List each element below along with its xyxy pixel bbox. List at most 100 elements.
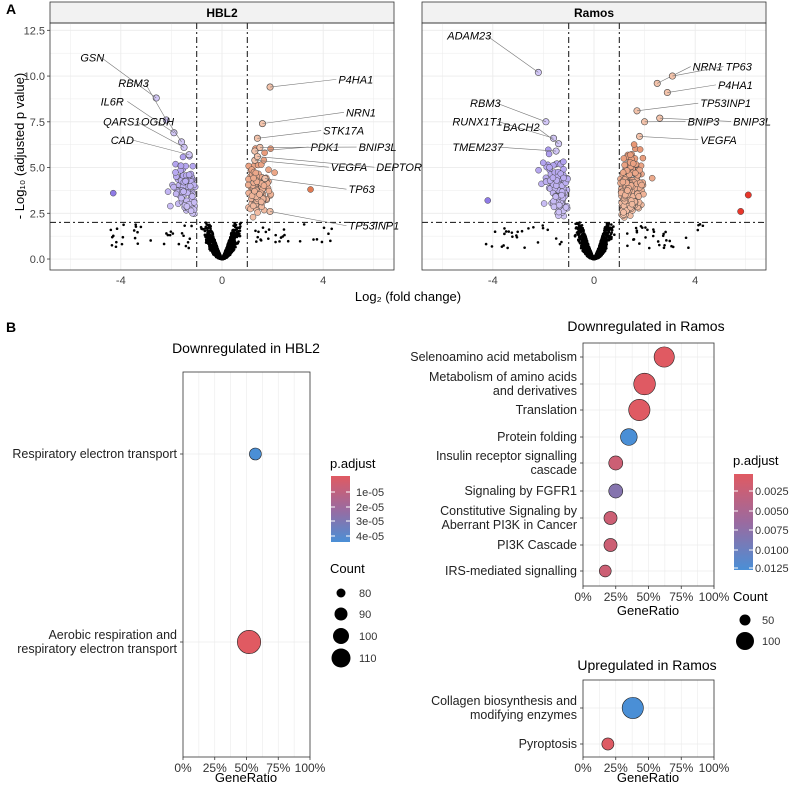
gene-label: CAD: [111, 135, 134, 147]
nonsig-point: [577, 240, 581, 243]
nonsig-point: [664, 230, 667, 234]
x-tick-label: 100%: [699, 590, 730, 604]
nonsig-point: [500, 245, 504, 248]
nonsig-point: [605, 246, 608, 250]
upregulated-point: [250, 174, 257, 182]
x-tick-label: 100%: [295, 761, 326, 775]
volcano-frame-ramos: [421, 22, 767, 271]
hbl2-legend-gradient: [331, 476, 350, 542]
nonsig-point: [330, 227, 334, 231]
nonsig-point: [232, 232, 236, 236]
nonsig-point: [638, 242, 641, 245]
enrichment-dot: [603, 538, 618, 552]
nonsig-point: [599, 244, 602, 248]
gene-label-connector: [486, 35, 539, 73]
nonsig-point: [234, 225, 237, 229]
nonsig-point: [149, 239, 152, 242]
upregulated-point: [744, 191, 752, 199]
legend-tick-label: 0.0025: [755, 486, 789, 498]
category-label: Signaling by FGFR1: [464, 484, 577, 498]
nonsig-point: [610, 228, 614, 232]
x-tick-label: 0%: [574, 590, 592, 604]
nonsig-point: [238, 232, 241, 235]
nonsig-point: [162, 242, 166, 246]
downregulated-point: [182, 178, 189, 185]
ramos-down-title: Downregulated in Ramos: [567, 318, 724, 334]
category-label: and derivatives: [493, 384, 577, 398]
nonsig-point: [490, 245, 494, 248]
nonsig-point: [586, 249, 590, 252]
nonsig-point: [605, 233, 609, 237]
nonsig-point: [216, 250, 219, 253]
labeled-gene-point: [534, 68, 542, 76]
gene-label: P4HA1: [718, 80, 753, 92]
nonsig-point: [274, 240, 277, 244]
nonsig-point: [215, 244, 218, 248]
nonsig-point: [237, 229, 240, 233]
nonsig-point: [226, 246, 229, 249]
nonsig-point: [168, 233, 172, 237]
x-tick-label: 0: [219, 275, 225, 287]
nonsig-point: [234, 243, 237, 246]
gene-label-connector: [254, 159, 329, 168]
upregulated-point: [261, 149, 268, 157]
nonsig-point: [204, 225, 208, 229]
y-tick-label: 2.5: [30, 208, 45, 220]
nonsig-point: [577, 233, 580, 236]
nonsig-point: [132, 229, 136, 232]
nonsig-point: [507, 230, 511, 233]
nonsig-point: [697, 223, 700, 227]
nonsig-point: [232, 236, 236, 239]
nonsig-point: [580, 239, 584, 243]
enrichment-dot: [653, 346, 675, 368]
nonsig-point: [523, 246, 526, 249]
enrichment-dot: [621, 697, 644, 719]
gene-label-connector: [262, 112, 344, 124]
nonsig-point: [503, 227, 506, 230]
nonsig-point: [221, 256, 225, 259]
enrichment-dot: [249, 447, 262, 461]
nonsig-point: [230, 239, 233, 242]
labeled-gene-point: [668, 72, 676, 80]
nonsig-point: [186, 240, 190, 244]
gene-label: VEGFA: [700, 135, 736, 147]
downregulated-point: [484, 197, 492, 204]
enrichment-dot: [608, 483, 624, 499]
nonsig-point: [183, 224, 186, 227]
gene-label: TMEM237: [452, 142, 504, 154]
category-label: PI3K Cascade: [497, 538, 577, 552]
nonsig-point: [320, 240, 324, 244]
ramos-down-marks: 0% 25% 50% 75% 100% Selenoamino acid metaboli…: [410, 343, 730, 604]
enrichment-dot: [633, 372, 656, 396]
nonsig-point: [264, 230, 268, 234]
gene-label: TP63: [348, 184, 375, 196]
nonsig-point: [558, 242, 562, 246]
gene-label-connector: [497, 121, 554, 139]
x-tick-label: 50%: [636, 590, 660, 604]
downregulated-point: [539, 159, 547, 166]
nonsig-point: [238, 234, 242, 238]
nonsig-point: [515, 234, 518, 237]
gene-label-connector: [636, 102, 699, 112]
nonsig-point: [684, 236, 688, 240]
nonsig-point: [184, 244, 188, 248]
category-label: modifying enzymes: [470, 708, 577, 722]
upregulated-point: [629, 160, 637, 167]
nonsig-point: [575, 222, 579, 226]
upregulated-point: [621, 161, 628, 169]
nonsig-point: [203, 229, 207, 233]
nonsig-point: [605, 229, 609, 232]
nonsig-point: [635, 229, 639, 232]
x-tick-label: 4: [320, 275, 326, 287]
nonsig-point: [583, 244, 586, 248]
hbl2-legend: p.adjust 1e-05 2e-05 3e-05 4e-05 Count 80 90…: [330, 456, 384, 668]
nonsig-point: [298, 239, 302, 243]
nonsig-point: [609, 223, 613, 226]
nonsig-point: [585, 250, 588, 254]
nonsig-point: [661, 234, 665, 238]
nonsig-point: [133, 236, 137, 240]
nonsig-point: [696, 228, 700, 232]
nonsig-point: [227, 243, 231, 247]
downregulated-point: [172, 190, 180, 198]
